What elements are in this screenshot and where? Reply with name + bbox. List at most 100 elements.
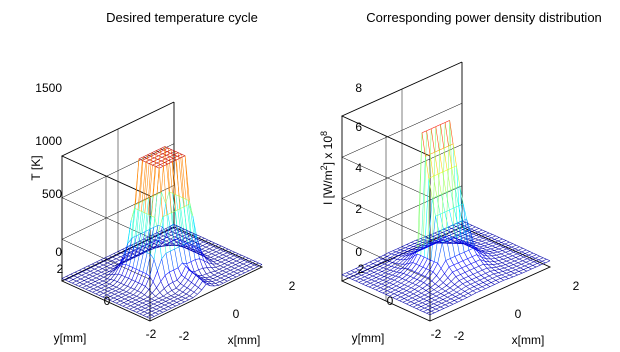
mesh-segment — [100, 275, 104, 278]
mesh-segment — [239, 262, 244, 265]
mesh-segment — [518, 269, 524, 272]
mesh-segment — [168, 282, 173, 286]
mesh-segment — [79, 267, 84, 271]
mesh-segment — [440, 124, 445, 149]
mesh-segment — [423, 277, 429, 283]
mesh-segment — [500, 276, 506, 279]
mesh-segment — [530, 257, 536, 261]
mesh-segment — [431, 239, 436, 241]
mesh-segment — [205, 246, 210, 249]
mesh-segment — [407, 249, 413, 252]
mesh-segment — [493, 240, 499, 243]
mesh-segment — [72, 279, 77, 282]
axes-top-edge — [60, 101, 175, 197]
mesh-segment — [76, 280, 80, 283]
mesh-segment — [382, 277, 388, 281]
mesh-segment — [504, 276, 509, 279]
mesh-segment — [180, 227, 185, 230]
mesh-segment — [241, 255, 246, 258]
mesh-segment — [434, 310, 440, 313]
mesh-segment — [441, 122, 446, 238]
mesh-segment — [372, 273, 378, 277]
mesh-segment — [399, 259, 404, 265]
mesh-segment — [468, 274, 474, 277]
mesh-segment — [239, 260, 245, 263]
mesh-segment — [433, 303, 438, 306]
mesh-segment — [447, 296, 452, 300]
mesh-segment — [222, 270, 227, 273]
mesh-segment — [209, 274, 215, 278]
mesh-segment — [422, 288, 427, 291]
mesh-segment — [99, 261, 105, 264]
mesh-segment — [487, 280, 492, 283]
mesh-segment — [522, 270, 528, 274]
mesh-segment — [119, 302, 124, 305]
mesh-segment — [139, 251, 145, 271]
mesh-segment — [494, 270, 499, 273]
mesh-segment — [454, 254, 460, 257]
mesh-segment — [456, 234, 461, 237]
mesh-segment — [423, 246, 427, 248]
mesh-segment — [535, 257, 539, 261]
mesh-segment — [175, 303, 181, 307]
mesh-segment — [112, 288, 116, 291]
mesh-segment — [422, 302, 426, 305]
mesh-segment — [104, 273, 109, 276]
mesh-segment — [441, 288, 446, 292]
mesh-segment — [95, 291, 101, 295]
mesh-segment — [488, 264, 492, 269]
mesh-segment — [92, 290, 97, 293]
mesh-segment — [178, 244, 183, 247]
mesh-segment — [233, 271, 238, 274]
mesh-segment — [156, 305, 161, 308]
mesh-segment — [442, 240, 448, 243]
mesh-segment — [398, 288, 404, 292]
mesh-segment — [516, 244, 520, 247]
mesh-segment — [446, 281, 452, 286]
mesh-segment — [494, 237, 500, 240]
mesh-segment — [183, 279, 189, 286]
mesh-segment — [381, 271, 386, 274]
mesh-segment — [412, 304, 418, 308]
mesh-segment — [199, 241, 204, 245]
mesh-segment — [487, 278, 493, 281]
mesh-segment — [496, 266, 500, 270]
mesh-segment — [119, 284, 125, 289]
mesh-segment — [459, 280, 463, 284]
mesh-segment — [176, 159, 181, 209]
mesh-segment — [390, 275, 396, 280]
mesh-segment — [412, 306, 417, 309]
mesh-segment — [129, 309, 134, 312]
mesh-segment — [141, 304, 147, 307]
mesh-segment — [401, 263, 407, 269]
mesh-segment — [100, 291, 104, 294]
mesh-segment — [354, 269, 360, 273]
mesh-segment — [433, 301, 439, 305]
mesh-segment — [230, 254, 235, 257]
mesh-segment — [443, 229, 448, 241]
mesh-segment — [389, 293, 395, 297]
mesh-segment — [152, 305, 158, 308]
left-y-axis-label: y[mm] — [54, 331, 87, 345]
mesh-segment — [432, 126, 437, 243]
mesh-segment — [356, 274, 362, 278]
mesh-segment — [134, 289, 138, 292]
mesh-segment — [416, 292, 422, 296]
mesh-segment — [249, 264, 255, 268]
mesh-segment — [108, 287, 113, 290]
mesh-segment — [168, 191, 174, 225]
mesh-segment — [452, 271, 457, 277]
mesh-segment — [204, 254, 208, 257]
mesh-segment — [482, 267, 488, 271]
mesh-segment — [478, 284, 483, 287]
mesh-segment — [399, 250, 405, 254]
mesh-segment — [484, 232, 490, 236]
mesh-segment — [189, 200, 194, 234]
mesh-segment — [379, 291, 383, 294]
mesh-segment — [376, 262, 382, 266]
mesh-segment — [482, 229, 486, 232]
mesh-segment — [453, 262, 459, 266]
mesh-segment — [206, 272, 211, 275]
mesh-segment — [83, 283, 87, 286]
mesh-segment — [156, 281, 162, 288]
